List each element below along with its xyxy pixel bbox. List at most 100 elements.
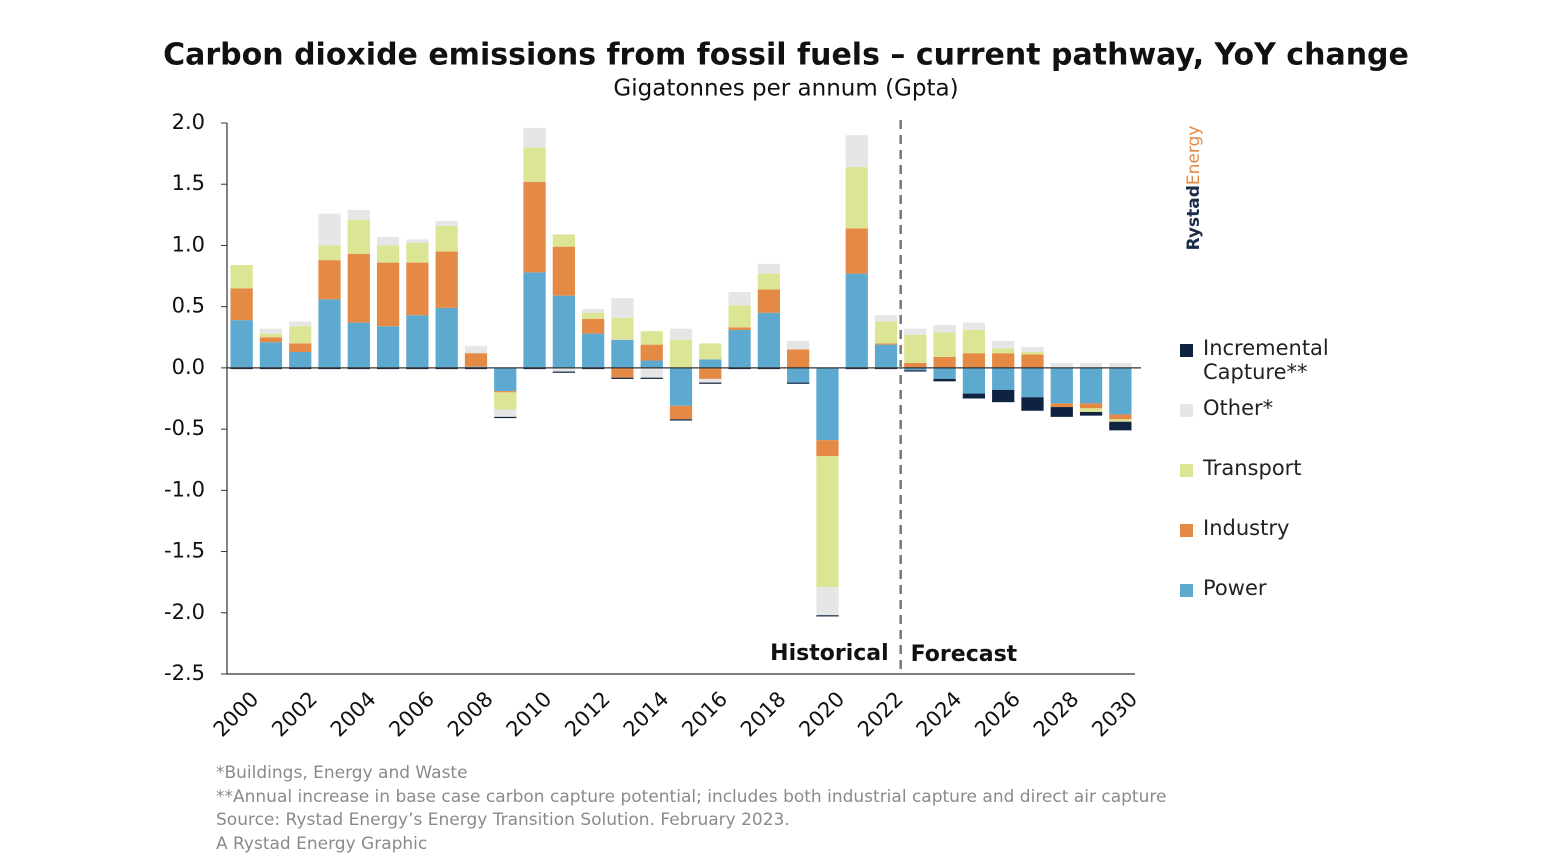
bar-segment xyxy=(728,367,751,370)
bar-segment xyxy=(757,263,781,274)
legend-swatch xyxy=(1180,464,1193,477)
bar-segment xyxy=(992,353,1015,368)
legend-item: Power xyxy=(1178,576,1358,636)
bar-segment xyxy=(757,273,781,290)
chart-title: Carbon dioxide emissions from fossil fue… xyxy=(163,38,1409,73)
bar-segment xyxy=(845,367,868,370)
x-tick-label: 2018 xyxy=(736,687,791,742)
bar-segment xyxy=(259,337,283,343)
bar-segment xyxy=(669,367,693,406)
bar-segment xyxy=(845,228,868,274)
bar-segment xyxy=(406,242,429,263)
legend-swatch xyxy=(1180,404,1193,417)
bar-segment xyxy=(376,262,400,327)
bar-segment xyxy=(289,351,312,368)
bar-segment xyxy=(933,356,956,368)
footnote: Source: Rystad Energy’s Energy Transitio… xyxy=(216,810,790,830)
bar-segment xyxy=(318,213,341,246)
bar-segment xyxy=(494,409,517,417)
bar-segment xyxy=(874,344,898,368)
bar-segment xyxy=(230,265,253,289)
bar-segment xyxy=(376,367,400,370)
bar-segment xyxy=(552,246,575,296)
annotation: Historical xyxy=(770,641,889,666)
bar-segment xyxy=(1079,411,1103,416)
bar-segment xyxy=(1021,351,1044,355)
bar-segment xyxy=(728,305,751,328)
y-tick-label: 1.0 xyxy=(172,232,205,256)
bar-segment xyxy=(552,295,575,368)
bar-segment xyxy=(669,339,693,368)
bar-segment xyxy=(787,340,810,350)
legend-swatch xyxy=(1180,344,1193,357)
bar-segment xyxy=(728,329,751,368)
bar-segment xyxy=(904,362,927,368)
legend-label: Transport xyxy=(1203,456,1302,480)
bar-segment xyxy=(259,328,283,334)
logo: RystadEnergy xyxy=(1184,126,1204,251)
x-tick-label: 2014 xyxy=(619,687,674,742)
bar-segment xyxy=(581,312,605,319)
legend-swatch xyxy=(1180,524,1193,537)
bar-segment xyxy=(1050,367,1073,404)
bar-segment xyxy=(611,317,634,340)
bar-segment xyxy=(494,391,517,393)
bar-segment xyxy=(1079,403,1103,409)
x-tick-label: 2010 xyxy=(502,687,557,742)
bar-segment xyxy=(699,378,722,383)
bar-segment xyxy=(1021,367,1044,398)
bar-segment xyxy=(406,262,429,316)
bar-segment xyxy=(1050,403,1073,408)
legend-item: Incremental Capture** xyxy=(1178,336,1358,396)
bar-segment xyxy=(464,367,488,370)
x-tick-label: 2030 xyxy=(1087,687,1142,742)
bar-segment xyxy=(757,312,781,368)
bar-segment xyxy=(992,367,1015,390)
bar-segment xyxy=(552,234,575,247)
x-tick-label: 2008 xyxy=(443,687,498,742)
x-tick-label: 2004 xyxy=(326,687,381,742)
annotation: Forecast xyxy=(911,642,1018,667)
bar-segment xyxy=(376,245,400,263)
x-tick-label: 2024 xyxy=(912,687,967,742)
bar-segment xyxy=(933,332,956,357)
bar-segment xyxy=(1079,408,1103,412)
bar-segment xyxy=(523,127,546,148)
bar-segment xyxy=(523,272,546,368)
bar-segment xyxy=(933,367,956,379)
bar-segment xyxy=(523,181,546,273)
bar-segment xyxy=(230,367,253,370)
bar-segment xyxy=(640,360,663,368)
bar-segment xyxy=(523,367,546,370)
bar-segment xyxy=(259,333,283,338)
bar-segment xyxy=(435,307,458,368)
bar-segment xyxy=(640,367,663,378)
bar-segment xyxy=(494,367,517,392)
bar-segment xyxy=(757,367,781,370)
bar-segment xyxy=(699,367,722,379)
bar-segment xyxy=(874,321,898,344)
bar-segment xyxy=(1109,362,1132,368)
bar-segment xyxy=(581,309,605,313)
footnote: **Annual increase in base case carbon ca… xyxy=(216,786,1167,807)
bar-segment xyxy=(318,245,341,261)
bar-segment xyxy=(1079,362,1103,368)
bar-segment xyxy=(816,615,839,617)
legend-label: Incremental Capture** xyxy=(1203,336,1329,384)
bar-segment xyxy=(669,328,693,340)
bar-segment xyxy=(289,367,312,370)
bar-segment xyxy=(464,345,488,354)
bar-segment xyxy=(787,349,810,368)
x-tick-label: 2026 xyxy=(970,687,1025,742)
bar-segment xyxy=(1109,421,1132,431)
bar-segment xyxy=(640,377,663,379)
bar-segment xyxy=(494,392,517,410)
bar-segment xyxy=(406,315,429,368)
legend-item: Other* xyxy=(1178,396,1358,456)
bar-segment xyxy=(318,367,341,370)
bar-segment xyxy=(1021,354,1044,368)
bar-segment xyxy=(962,329,986,354)
legend-label: Other* xyxy=(1203,396,1274,420)
bar-segment xyxy=(464,366,488,368)
